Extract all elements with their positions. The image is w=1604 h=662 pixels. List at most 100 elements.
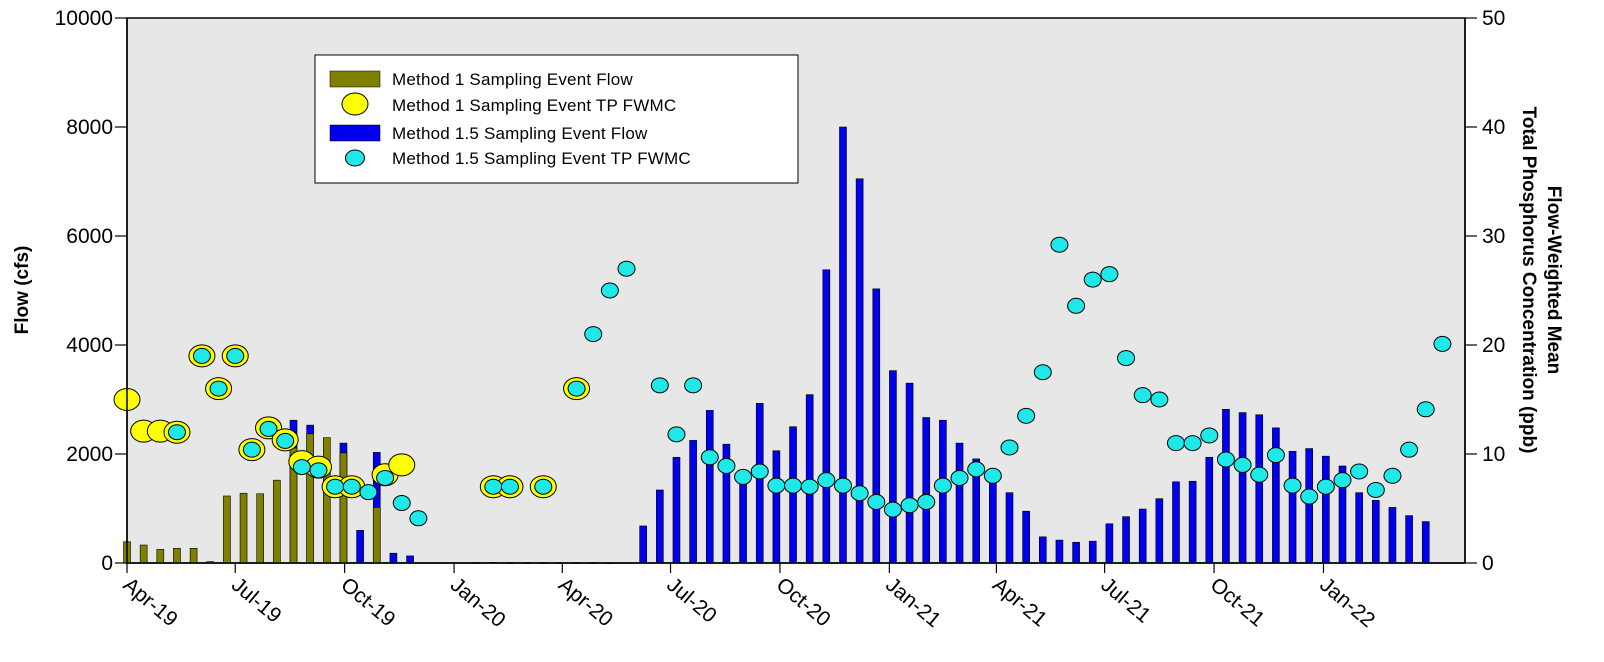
method-1-5-sampling-event-flow-bar	[772, 450, 781, 564]
x-tick-label: Oct-21	[1206, 573, 1269, 631]
method-1-5-sampling-event-tp-fwmc-point	[192, 347, 211, 364]
method-1-sampling-event-flow-bar	[156, 549, 165, 564]
method-1-5-sampling-event-flow-bar	[1072, 541, 1080, 564]
method-1-5-sampling-event-tp-fwmc-point	[1366, 481, 1385, 498]
method-1-sampling-event-flow-bar	[139, 544, 148, 564]
y-tick-label: 8000	[66, 116, 113, 139]
method-1-5-sampling-event-flow-bar	[689, 440, 697, 564]
method-1-5-sampling-event-tp-fwmc-point	[1067, 297, 1086, 314]
method-1-sampling-event-tp-fwmc-point	[388, 453, 416, 477]
method-1-5-sampling-event-tp-fwmc-point	[950, 469, 969, 486]
y2-tick-label: 20	[1482, 334, 1505, 357]
method-1-5-sampling-event-tp-fwmc-point	[1133, 387, 1152, 404]
y2-tick-label: 40	[1482, 116, 1505, 139]
method-1-5-sampling-event-flow-bar	[789, 426, 797, 564]
x-tick-label: Oct-20	[772, 573, 835, 631]
method-1-sampling-event-flow-bar	[239, 492, 248, 564]
method-1-5-sampling-event-flow-bar	[1088, 540, 1097, 564]
method-1-5-sampling-event-tp-fwmc-point	[326, 478, 345, 495]
method-1-5-sampling-event-tp-fwmc-point	[1100, 266, 1119, 283]
method-1-5-sampling-event-tp-fwmc-point	[1250, 466, 1269, 483]
method-1-5-sampling-event-tp-fwmc-point	[276, 432, 295, 449]
method-1-5-sampling-event-tp-fwmc-point	[900, 497, 919, 514]
y2-axis-title-line1: Flow-Weighted Mean	[1543, 186, 1564, 375]
y-tick-label: 4000	[66, 334, 113, 357]
legend-label-method15-tp: Method 1.5 Sampling Event TP FWMC	[392, 149, 691, 168]
method-1-5-sampling-event-flow-bar	[955, 442, 964, 564]
method-1-5-sampling-event-tp-fwmc-point	[750, 463, 769, 480]
y2-tick-label: 10	[1482, 443, 1505, 466]
method-1-5-sampling-event-flow-bar	[639, 525, 647, 564]
legend: Method 1 Sampling Event Flow Method 1 Sa…	[314, 54, 799, 184]
legend-box	[314, 54, 799, 184]
method-1-5-sampling-event-flow-bar	[1172, 481, 1180, 564]
method-1-sampling-event-flow-bar	[339, 452, 348, 564]
x-tick-label: Oct-19	[336, 573, 399, 631]
method-1-5-sampling-event-tp-fwmc-point	[1000, 439, 1019, 456]
flow-bars	[123, 126, 1430, 564]
method-1-5-sampling-event-tp-fwmc-point	[684, 377, 703, 394]
legend-label-method1-flow: Method 1 Sampling Event Flow	[392, 70, 633, 89]
method-1-5-sampling-event-tp-fwmc-point	[833, 477, 852, 494]
method-1-5-sampling-event-tp-fwmc-point	[292, 459, 311, 476]
method-1-5-sampling-event-tp-fwmc-point	[359, 484, 378, 501]
method-1-5-sampling-event-flow-bar	[705, 410, 714, 564]
method-1-5-sampling-event-tp-fwmc-point	[209, 380, 228, 397]
method-1-sampling-event-flow-bar	[173, 547, 181, 564]
method-1-5-sampling-event-flow-bar	[905, 382, 914, 564]
method-1-5-sampling-event-flow-bar	[822, 269, 831, 564]
x-tick-label: Jan-22	[1315, 573, 1379, 632]
method-1-5-sampling-event-tp-fwmc-point	[342, 478, 361, 495]
method-1-5-sampling-event-flow-bar	[1105, 523, 1114, 564]
tp-points	[113, 236, 1452, 527]
method-1-5-sampling-event-tp-fwmc-point	[700, 449, 719, 466]
method-1-5-sampling-event-flow-bar	[1122, 516, 1130, 564]
method-1-5-sampling-event-tp-fwmc-point	[309, 462, 328, 479]
method-1-5-sampling-event-flow-bar	[1322, 455, 1330, 564]
method-1-5-sampling-event-tp-fwmc-point	[1117, 350, 1136, 367]
method-1-5-sampling-event-flow-bar	[656, 489, 664, 564]
method-1-5-sampling-event-tp-fwmc-point	[567, 380, 586, 397]
legend-label-method15-flow: Method 1.5 Sampling Event Flow	[392, 124, 648, 143]
method-1-5-sampling-event-tp-fwmc-point	[534, 478, 553, 495]
method-1-5-sampling-event-flow-bar	[356, 529, 364, 564]
y-tick-label: 6000	[66, 225, 113, 248]
x-tick-label: Apr-21	[988, 573, 1051, 631]
method-1-5-sampling-event-flow-bar	[872, 288, 881, 564]
method-1-sampling-event-flow-bar	[323, 437, 331, 564]
method-1-5-sampling-event-flow-bar	[839, 126, 847, 564]
method-1-5-sampling-event-tp-fwmc-point	[1350, 463, 1369, 480]
method-1-5-sampling-event-tp-fwmc-point	[1316, 478, 1335, 495]
method-1-5-sampling-event-tp-fwmc-point	[1333, 472, 1352, 489]
y2-tick-label: 30	[1482, 225, 1505, 248]
method-1-5-sampling-event-tp-fwmc-point	[167, 424, 186, 441]
method-1-5-sampling-event-flow-bar	[1305, 448, 1313, 564]
method-1-5-sampling-event-tp-fwmc-point	[484, 478, 503, 495]
method-1-5-sampling-event-tp-fwmc-point	[734, 468, 753, 485]
method-1-5-sampling-event-tp-fwmc-point	[392, 495, 411, 512]
method-1-5-sampling-event-flow-bar	[989, 479, 997, 564]
method-1-5-sampling-event-flow-bar	[672, 456, 681, 564]
method-1-5-sampling-event-flow-bar	[1155, 498, 1164, 564]
method-1-5-sampling-event-tp-fwmc-point	[767, 477, 786, 494]
method-1-5-sampling-event-flow-bar	[922, 417, 931, 564]
method-1-5-sampling-event-flow-bar	[1405, 515, 1413, 564]
method-1-5-sampling-event-tp-fwmc-point	[650, 377, 669, 394]
method-1-5-sampling-event-tp-fwmc-point	[1166, 435, 1185, 452]
y2-tick-label: 50	[1482, 7, 1505, 30]
method-1-5-sampling-event-tp-fwmc-point	[1266, 447, 1285, 464]
method-1-5-sampling-event-tp-fwmc-point	[717, 457, 736, 474]
method-1-5-sampling-event-tp-fwmc-point	[1283, 477, 1302, 494]
method-1-5-sampling-event-flow-bar	[1022, 510, 1030, 564]
x-tick-label: Apr-19	[119, 573, 182, 631]
method-1-5-sampling-event-tp-fwmc-point	[883, 501, 902, 518]
method-1-5-sampling-event-flow-bar	[1255, 414, 1264, 564]
method-1-5-sampling-event-flow-bar	[889, 370, 897, 564]
method-1-5-sampling-event-tp-fwmc-point	[1400, 441, 1419, 458]
legend-marker-method15-tp	[345, 149, 365, 167]
method-1-5-sampling-event-flow-bar	[1038, 536, 1047, 564]
method-1-5-sampling-event-flow-bar	[1005, 492, 1014, 564]
method-1-5-sampling-event-tp-fwmc-point	[1233, 456, 1252, 473]
method-1-5-sampling-event-tp-fwmc-point	[867, 493, 886, 510]
